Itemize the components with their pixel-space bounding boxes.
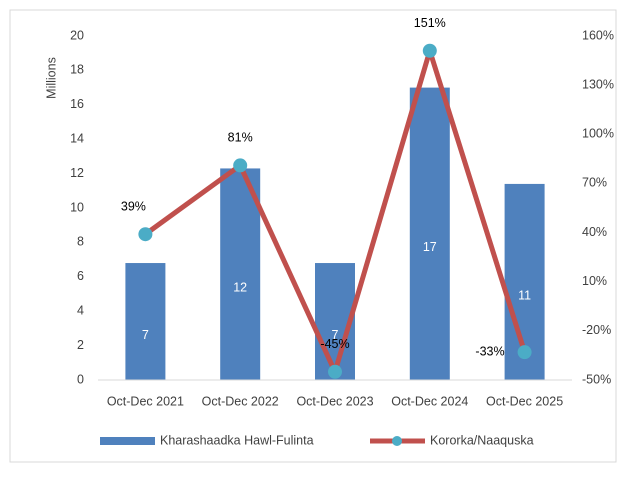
line-marker (328, 364, 342, 379)
y-tick-label: 16 (70, 97, 84, 111)
y2-tick-label: 130% (582, 77, 614, 91)
line-marker (517, 345, 532, 360)
bar (409, 87, 450, 380)
y2-tick-label: 40% (582, 225, 607, 239)
line-value-label: -33% (475, 344, 504, 358)
bar (220, 168, 261, 380)
x-tick-label: Oct-Dec 2023 (296, 394, 373, 408)
x-tick-label: Oct-Dec 2022 (202, 394, 279, 408)
bar-value-label: 7 (142, 328, 149, 342)
line-value-label: -45% (320, 337, 349, 351)
y-tick-label: 10 (70, 200, 84, 214)
legend-label: Kharashaadka Hawl-Fulinta (160, 433, 314, 447)
y2-tick-label: -50% (582, 372, 611, 386)
y2-tick-label: 100% (582, 127, 614, 141)
y-tick-label: 4 (77, 303, 84, 317)
y2-tick-label: -20% (582, 323, 611, 337)
y-tick-label: 2 (77, 338, 84, 352)
legend-label: Kororka/Naaquska (430, 433, 534, 447)
y-tick-label: 20 (70, 28, 84, 42)
y2-tick-label: 10% (582, 274, 607, 288)
line-value-label: 39% (121, 200, 146, 214)
y2-tick-label: 160% (582, 28, 614, 42)
x-tick-label: Oct-Dec 2025 (486, 394, 563, 408)
line-value-label: 151% (414, 16, 446, 30)
y-tick-label: 8 (77, 235, 84, 249)
legend-marker (392, 436, 402, 446)
y-tick-label: 12 (70, 166, 84, 180)
y-axis-label: Millions (44, 57, 58, 99)
bar-value-label: 11 (518, 288, 531, 302)
bar-value-label: 17 (423, 240, 437, 254)
line-marker (422, 43, 437, 58)
legend-swatch (100, 437, 155, 445)
y2-tick-label: 70% (582, 176, 607, 190)
x-tick-label: Oct-Dec 2024 (391, 394, 468, 408)
line-value-label: 81% (228, 131, 253, 145)
bar (125, 263, 166, 380)
y-tick-label: 6 (77, 269, 84, 283)
line-marker (138, 227, 153, 242)
y-tick-label: 14 (70, 131, 84, 145)
bar-value-label: 12 (233, 281, 247, 295)
bar-value-label: 7 (332, 328, 339, 342)
y-tick-label: 18 (70, 63, 84, 77)
x-tick-label: Oct-Dec 2021 (107, 394, 184, 408)
line-marker (233, 158, 248, 173)
y-tick-label: 0 (77, 372, 84, 386)
